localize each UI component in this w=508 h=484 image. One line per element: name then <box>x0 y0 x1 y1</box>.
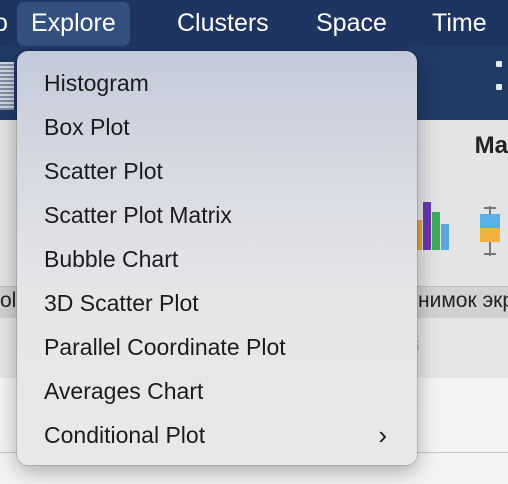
menu-bar-item-clusters[interactable]: Clusters <box>177 9 269 37</box>
menu-bar-item-time[interactable]: Time <box>432 9 487 37</box>
box-plot-icon[interactable] <box>476 206 508 256</box>
chevron-right-icon: › <box>378 420 387 450</box>
strip-caption: нимок экр <box>418 289 508 312</box>
menu-item-label: Histogram <box>44 70 149 96</box>
menu-item-label: Scatter Plot <box>44 158 163 184</box>
menu-bar: o Explore Clusters Space Time <box>0 0 508 46</box>
menu-item-label: Scatter Plot Matrix <box>44 202 232 228</box>
menu-item-label: Parallel Coordinate Plot <box>44 334 286 360</box>
window-control-icon[interactable] <box>496 61 502 67</box>
menu-item-conditional-plot[interactable]: Conditional Plot › <box>17 413 417 457</box>
strip-left-text: ol <box>0 289 17 312</box>
menu-item-parallel-coordinate-plot[interactable]: Parallel Coordinate Plot <box>17 325 417 369</box>
menu-bar-item-partial[interactable]: o <box>0 9 8 37</box>
window-control-icon[interactable] <box>496 84 502 90</box>
menu-item-label: Averages Chart <box>44 378 204 404</box>
menu-item-bubble-chart[interactable]: Bubble Chart <box>17 237 417 281</box>
menu-item-label: 3D Scatter Plot <box>44 290 199 316</box>
menu-item-box-plot[interactable]: Box Plot <box>17 105 417 149</box>
toolbar-section-label: Ma <box>474 132 508 159</box>
menu-bar-item-explore[interactable]: Explore <box>17 2 130 46</box>
bar-chart-icon[interactable] <box>414 198 454 250</box>
document-thumbnail <box>0 62 14 110</box>
menu-item-label: Conditional Plot <box>44 422 206 448</box>
menu-item-scatter-plot-matrix[interactable]: Scatter Plot Matrix <box>17 193 417 237</box>
menu-item-histogram[interactable]: Histogram <box>17 61 417 105</box>
menu-item-label: Bubble Chart <box>44 246 179 272</box>
menu-item-averages-chart[interactable]: Averages Chart <box>17 369 417 413</box>
explore-dropdown-menu: Histogram Box Plot Scatter Plot Scatter … <box>17 51 417 465</box>
menu-item-scatter-plot[interactable]: Scatter Plot <box>17 149 417 193</box>
menu-item-label: Box Plot <box>44 114 130 140</box>
menu-bar-item-space[interactable]: Space <box>316 9 387 37</box>
menu-item-3d-scatter-plot[interactable]: 3D Scatter Plot <box>17 281 417 325</box>
